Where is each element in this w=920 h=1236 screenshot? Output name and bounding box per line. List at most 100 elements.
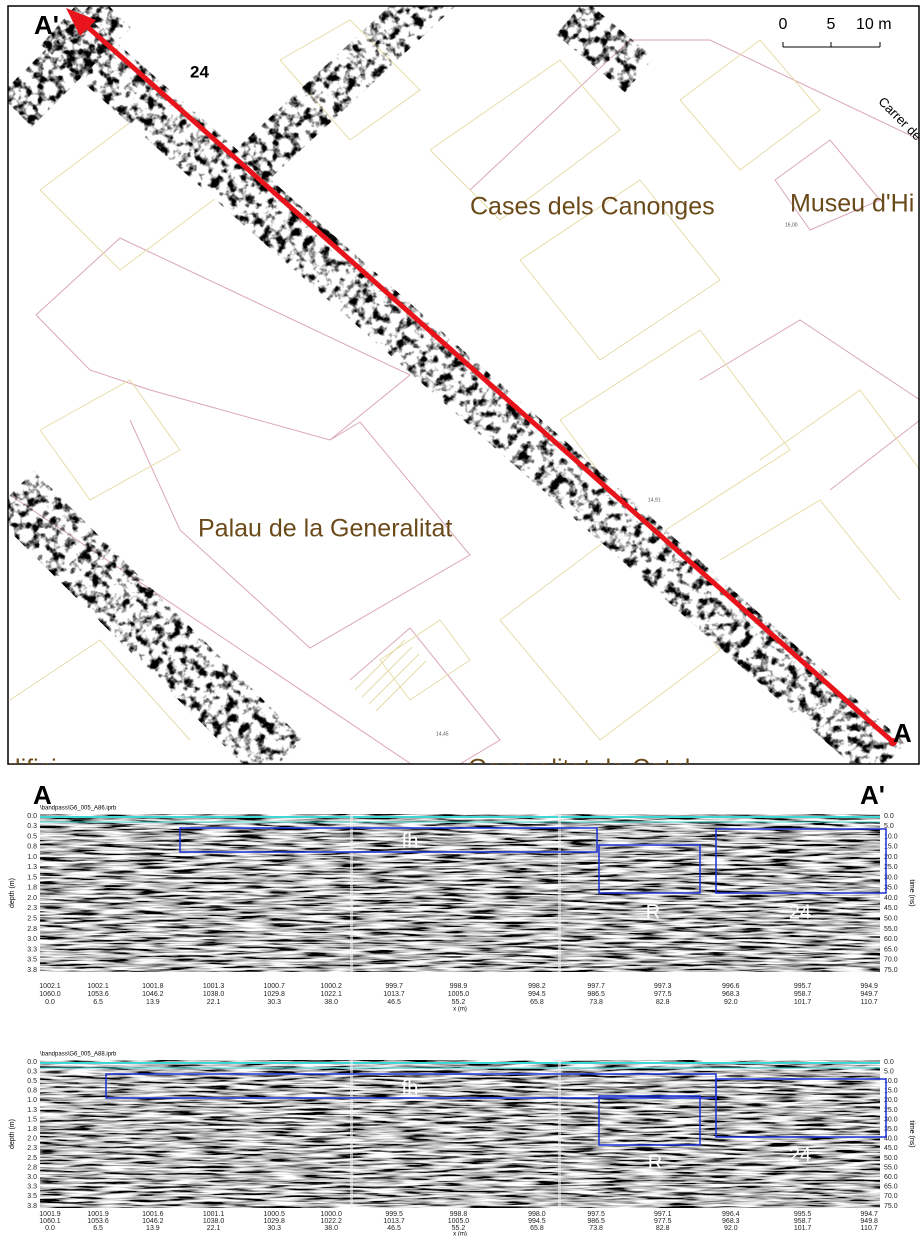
place-label: Generalitat de Catal xyxy=(468,755,690,783)
profile-end: A' xyxy=(860,780,885,810)
elevation: 16,00 xyxy=(785,222,798,228)
x-tick: 949.7 xyxy=(860,991,878,998)
x-label: x (m) xyxy=(453,1007,467,1013)
time-tick: 45.0 xyxy=(884,1145,898,1152)
x-tick: 1060.0 xyxy=(39,991,61,998)
time-tick: 70.0 xyxy=(884,1193,898,1200)
vertical-stripe xyxy=(350,814,353,972)
elevation: 14,45 xyxy=(436,731,449,737)
x-tick: 73.8 xyxy=(589,1225,603,1232)
anomaly-label: fh xyxy=(402,1077,419,1099)
depth-tick: 3.5 xyxy=(27,957,37,964)
anomaly-label: fh xyxy=(402,830,419,852)
x-tick: 986.5 xyxy=(587,991,605,998)
scale-label: 0 xyxy=(779,16,788,33)
x-tick: 1053.6 xyxy=(87,991,109,998)
time-tick: 40.0 xyxy=(884,895,898,902)
profile-label: 24 xyxy=(190,62,209,81)
x-tick: 1046.2 xyxy=(142,991,164,998)
place-label: Cases dels Canonges xyxy=(470,193,715,221)
x-tick: 92.0 xyxy=(724,999,738,1006)
x-tick: 997.5 xyxy=(587,1211,605,1218)
depth-tick: 2.3 xyxy=(27,1145,37,1152)
x-tick: 1029.8 xyxy=(264,991,286,998)
time-tick: 65.0 xyxy=(884,1184,898,1191)
x-tick: 1013.7 xyxy=(383,991,405,998)
depth-tick: 2.8 xyxy=(27,1164,37,1171)
depth-tick: 0.8 xyxy=(27,844,37,851)
x-tick: 13.9 xyxy=(146,999,160,1006)
x-tick: 110.7 xyxy=(861,1225,878,1232)
time-tick: 55.0 xyxy=(884,926,898,933)
time-tick: 75.0 xyxy=(884,1203,898,1210)
x-tick: 1029.8 xyxy=(264,1218,286,1225)
time-tick: 55.0 xyxy=(884,1164,898,1171)
time-tick: 0.0 xyxy=(884,1059,894,1066)
map xyxy=(0,0,920,782)
depth-tick: 3.0 xyxy=(27,936,37,943)
x-tick: 92.0 xyxy=(724,1225,738,1232)
x-tick: 46.5 xyxy=(387,1225,401,1232)
anomaly-label: 24 xyxy=(789,901,811,923)
scale-label: 10 m xyxy=(856,16,892,33)
depth-tick: 1.5 xyxy=(27,874,37,881)
time-tick: 60.0 xyxy=(884,1174,898,1181)
x-tick: 994.5 xyxy=(528,1218,546,1225)
x-tick: 38.0 xyxy=(324,999,338,1006)
x-tick: 977.5 xyxy=(654,1218,672,1225)
depth-tick: 2.0 xyxy=(27,895,37,902)
time-tick: 60.0 xyxy=(884,936,898,943)
x-tick: 1002.1 xyxy=(39,983,61,990)
x-tick: 0.0 xyxy=(45,1225,55,1232)
x-tick: 958.7 xyxy=(794,1218,812,1225)
x-tick: 995.5 xyxy=(794,1211,812,1218)
x-tick: 1053.6 xyxy=(87,1218,109,1225)
x-tick: 1001.1 xyxy=(203,1211,225,1218)
x-tick: 997.1 xyxy=(654,1211,672,1218)
anomaly-label: 24 xyxy=(789,1144,811,1166)
x-tick: 101.7 xyxy=(794,999,812,1006)
x-tick: 1000.7 xyxy=(264,983,286,990)
x-tick: 13.9 xyxy=(146,1225,160,1232)
x-tick: 1038.0 xyxy=(203,991,225,998)
x-tick: 73.8 xyxy=(589,999,603,1006)
x-tick: 968.3 xyxy=(722,991,740,998)
x-tick: 1000.0 xyxy=(320,1211,342,1218)
depth-tick: 1.8 xyxy=(27,885,37,892)
time-tick: 0.0 xyxy=(884,813,894,820)
x-tick: 55.2 xyxy=(452,999,466,1006)
depth-tick: 0.8 xyxy=(27,1088,37,1095)
x-tick: 22.1 xyxy=(207,1225,221,1232)
depth-tick: 0.0 xyxy=(27,1059,37,1066)
depth-tick: 2.5 xyxy=(27,1155,37,1162)
scale-label: 5 xyxy=(827,16,836,33)
x-tick: 997.7 xyxy=(587,983,605,990)
x-tick: 994.9 xyxy=(860,983,878,990)
x-tick: 22.1 xyxy=(207,999,221,1006)
x-tick: 46.5 xyxy=(387,999,401,1006)
x-tick: 0.0 xyxy=(45,999,55,1006)
x-tick: 101.7 xyxy=(794,1225,812,1232)
x-tick: 996.6 xyxy=(722,983,740,990)
profile-start: A xyxy=(33,780,52,810)
x-tick: 1001.9 xyxy=(87,1211,109,1218)
x-tick: 994.7 xyxy=(860,1211,878,1218)
x-tick: 1001.8 xyxy=(142,983,164,990)
x-tick: 996.4 xyxy=(722,1211,740,1218)
depth-tick: 2.3 xyxy=(27,905,37,912)
x-tick: 1001.9 xyxy=(39,1211,61,1218)
x-tick: 1038.0 xyxy=(203,1218,225,1225)
x-tick: 999.7 xyxy=(385,983,403,990)
x-tick: 110.7 xyxy=(861,999,878,1006)
x-tick: 82.8 xyxy=(656,999,670,1006)
radargrams: \bandpass\G6_005_A86.iprb0.00.30.50.81.0… xyxy=(9,806,915,1236)
x-tick: 1000.2 xyxy=(320,983,342,990)
file-name: \bandpass\G6_005_A88.iprb xyxy=(40,1052,117,1058)
time-tick: 5.0 xyxy=(884,1068,894,1075)
depth-tick: 1.5 xyxy=(27,1116,37,1123)
time-label: time (ns) xyxy=(908,1120,915,1147)
x-tick: 998.8 xyxy=(450,1211,468,1218)
x-tick: 1001.3 xyxy=(203,983,225,990)
x-tick: 30.3 xyxy=(267,999,281,1006)
x-tick: 65.8 xyxy=(530,1225,544,1232)
